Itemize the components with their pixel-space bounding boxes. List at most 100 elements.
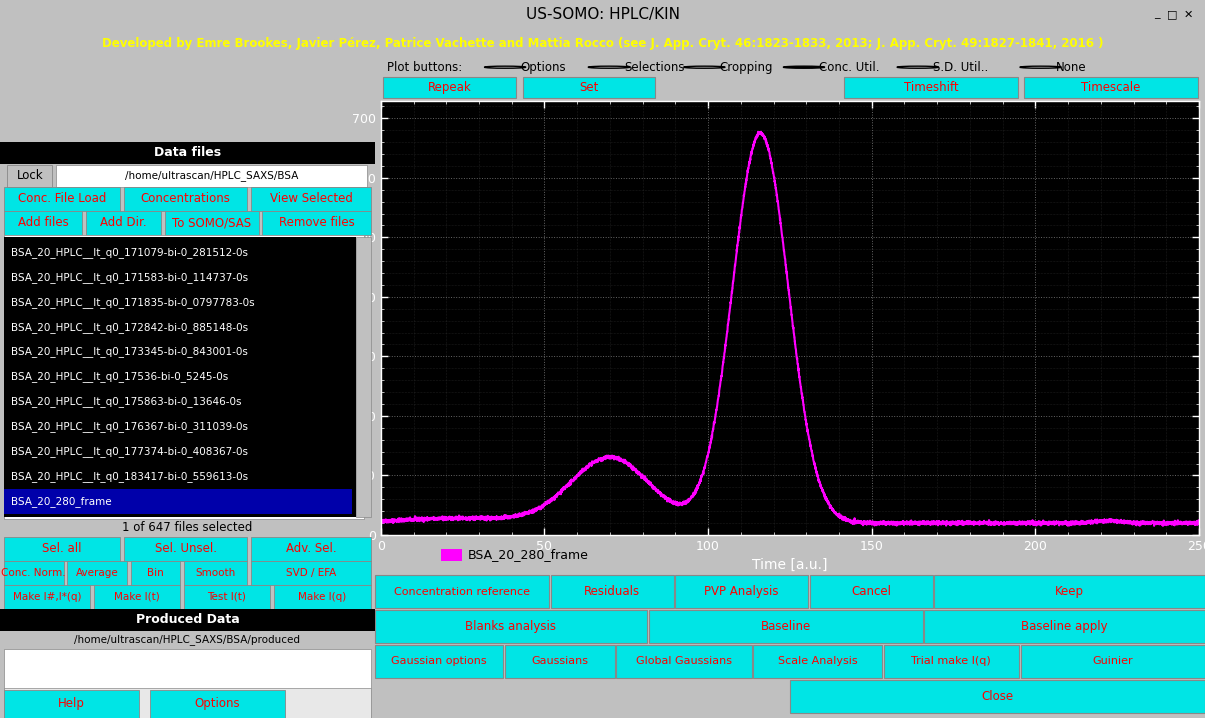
Bar <box>0 609 375 631</box>
Text: Make I(t): Make I(t) <box>114 592 159 602</box>
Bar <box>616 645 752 678</box>
Bar <box>1024 77 1198 98</box>
Text: US-SOMO: HPLC/KIN: US-SOMO: HPLC/KIN <box>525 7 680 22</box>
Bar <box>505 645 615 678</box>
Text: Options: Options <box>521 61 565 74</box>
Bar <box>183 585 270 609</box>
Text: BSA_20_HPLC__lt_q0_173345-bi-0_843001-0s: BSA_20_HPLC__lt_q0_173345-bi-0_843001-0s <box>11 347 248 358</box>
Text: Guinier: Guinier <box>1093 656 1133 666</box>
Text: Baseline apply: Baseline apply <box>1022 620 1109 633</box>
Circle shape <box>683 66 725 68</box>
Bar <box>753 645 882 678</box>
Text: S.D. Util..: S.D. Util.. <box>933 61 988 74</box>
Text: BSA_20_HPLC__lt_q0_176367-bi-0_311039-0s: BSA_20_HPLC__lt_q0_176367-bi-0_311039-0s <box>11 421 248 432</box>
Text: _: _ <box>1154 9 1159 19</box>
Bar <box>4 537 120 561</box>
Bar <box>274 585 371 609</box>
Bar <box>124 187 247 211</box>
Bar <box>844 77 1018 98</box>
Bar <box>523 77 656 98</box>
Text: Help: Help <box>58 697 84 710</box>
Bar <box>375 610 647 643</box>
Bar <box>4 211 82 235</box>
Text: Options: Options <box>194 697 240 710</box>
Text: Data files: Data files <box>154 146 221 159</box>
Bar <box>383 77 516 98</box>
Bar <box>675 575 809 608</box>
Text: Bin: Bin <box>147 568 164 578</box>
Text: SVD / EFA: SVD / EFA <box>286 568 336 578</box>
Bar <box>4 690 139 718</box>
Text: Timescale: Timescale <box>1082 81 1141 94</box>
Text: Make I#,I*(q): Make I#,I*(q) <box>12 592 81 602</box>
Text: Smooth: Smooth <box>195 568 236 578</box>
Bar <box>934 575 1205 608</box>
Text: Global Gaussians: Global Gaussians <box>636 656 731 666</box>
Text: Timeshift: Timeshift <box>904 81 958 94</box>
X-axis label: Time [a.u.]: Time [a.u.] <box>752 559 828 572</box>
Text: Gaussians: Gaussians <box>531 656 588 666</box>
Bar <box>251 537 371 561</box>
Bar <box>94 585 180 609</box>
Text: BSA_20_HPLC__lt_q0_172842-bi-0_885148-0s: BSA_20_HPLC__lt_q0_172842-bi-0_885148-0s <box>11 322 248 332</box>
Text: /home/ultrascan/HPLC_SAXS/BSA/produced: /home/ultrascan/HPLC_SAXS/BSA/produced <box>75 635 300 645</box>
Bar <box>183 561 247 585</box>
Text: Set: Set <box>580 81 599 94</box>
Bar <box>4 649 371 718</box>
Text: 1 of 647 files selected: 1 of 647 files selected <box>122 521 253 534</box>
Text: Remove files: Remove files <box>278 216 354 229</box>
Text: BSA_20_HPLC__lt_q0_171079-bi-0_281512-0s: BSA_20_HPLC__lt_q0_171079-bi-0_281512-0s <box>11 247 248 258</box>
Bar <box>263 211 371 235</box>
Circle shape <box>588 66 630 68</box>
Text: Sel. all: Sel. all <box>42 542 82 556</box>
Bar <box>87 211 161 235</box>
Bar <box>883 645 1019 678</box>
Text: Developed by Emre Brookes, Javier Pérez, Patrice Vachette and Mattia Rocco (see : Developed by Emre Brookes, Javier Pérez,… <box>101 37 1104 50</box>
Bar <box>7 165 53 187</box>
Text: Average: Average <box>76 568 119 578</box>
Text: Close: Close <box>981 689 1013 702</box>
Bar <box>4 235 364 519</box>
Bar <box>1021 645 1205 678</box>
Text: Residuals: Residuals <box>584 585 640 598</box>
Text: Add Dir.: Add Dir. <box>100 216 147 229</box>
Bar <box>149 690 284 718</box>
Bar <box>790 679 1205 712</box>
Text: Test I(t): Test I(t) <box>207 592 246 602</box>
Bar <box>131 561 180 585</box>
Bar <box>375 575 549 608</box>
Y-axis label: I(t)  [a.u.]: I(t) [a.u.] <box>333 284 346 351</box>
Text: Make I(q): Make I(q) <box>298 592 346 602</box>
Bar <box>4 489 352 514</box>
Bar <box>4 561 64 585</box>
Text: BSA_20_HPLC__lt_q0_171583-bi-0_114737-0s: BSA_20_HPLC__lt_q0_171583-bi-0_114737-0s <box>11 272 248 283</box>
Text: Produced Data: Produced Data <box>135 613 240 626</box>
Text: Cancel: Cancel <box>851 585 892 598</box>
Text: □: □ <box>1168 9 1177 19</box>
Circle shape <box>897 66 939 68</box>
Circle shape <box>783 66 824 68</box>
Bar <box>355 237 371 517</box>
Text: BSA_20_HPLC__lt_q0_177374-bi-0_408367-0s: BSA_20_HPLC__lt_q0_177374-bi-0_408367-0s <box>11 446 248 457</box>
Text: Cropping: Cropping <box>719 61 772 74</box>
Text: Repeak: Repeak <box>428 81 471 94</box>
Text: None: None <box>1056 61 1086 74</box>
Text: Plot buttons:: Plot buttons: <box>387 61 463 74</box>
Text: PVP Analysis: PVP Analysis <box>705 585 778 598</box>
Bar <box>375 645 504 678</box>
Bar <box>4 585 90 609</box>
Text: Adv. Sel.: Adv. Sel. <box>286 542 336 556</box>
Bar <box>0 142 375 164</box>
Text: Concentrations: Concentrations <box>141 192 230 205</box>
Text: Conc. Norm.: Conc. Norm. <box>1 568 66 578</box>
Bar <box>67 561 128 585</box>
Bar <box>4 187 120 211</box>
Bar <box>551 575 674 608</box>
Text: BSA_20_HPLC__lt_q0_175863-bi-0_13646-0s: BSA_20_HPLC__lt_q0_175863-bi-0_13646-0s <box>11 396 242 407</box>
Text: Keep: Keep <box>1056 585 1084 598</box>
Text: BSA_20_280_frame: BSA_20_280_frame <box>468 548 588 561</box>
Bar <box>924 610 1205 643</box>
Text: Concentration reference: Concentration reference <box>394 587 530 597</box>
Text: Lock: Lock <box>17 169 43 182</box>
Circle shape <box>484 66 525 68</box>
